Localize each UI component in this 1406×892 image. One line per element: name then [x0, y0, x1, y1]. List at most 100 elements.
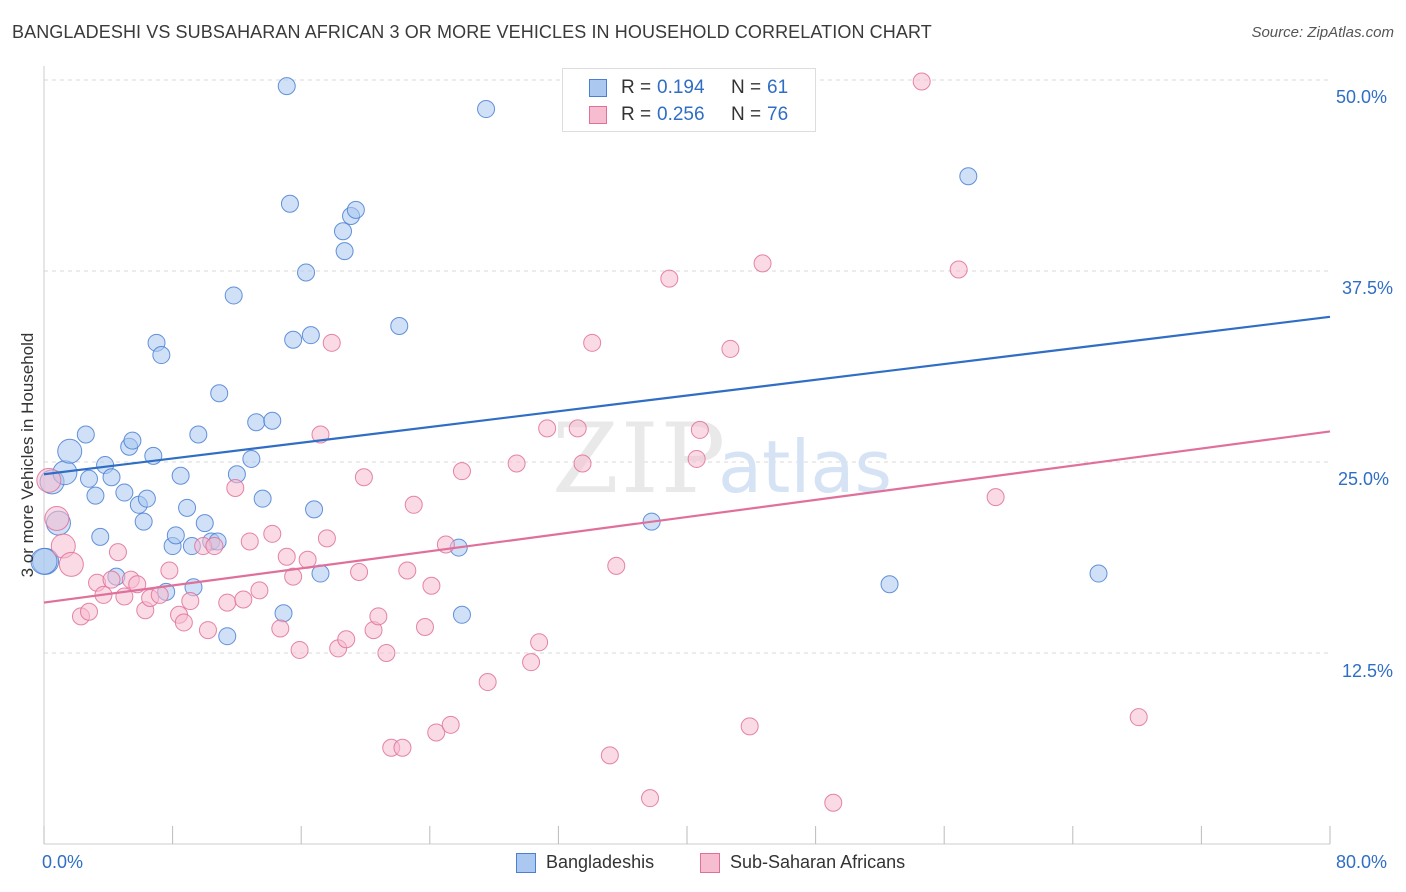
legend-swatch-bangladeshis: [516, 853, 536, 873]
bangladeshi-point: [178, 498, 197, 517]
correlation-stats-box: R = 0.194 N = 61 R = 0.256 N = 76: [562, 68, 816, 132]
subsaharan-point: [607, 556, 626, 575]
bangladeshi-point: [57, 438, 83, 464]
bangladeshi-point: [301, 326, 320, 345]
subsaharan-point: [422, 576, 441, 595]
bangladeshi-point: [247, 413, 266, 432]
legend-swatch-subsaharan: [700, 853, 720, 873]
subsaharan-point: [824, 793, 843, 812]
bangladeshi-point: [242, 449, 261, 468]
subsaharan-point: [205, 537, 224, 556]
bangladeshi-point: [152, 346, 171, 365]
bangladeshi-point: [297, 263, 316, 282]
watermark: ZIP atlas: [552, 403, 892, 515]
bangladeshi-point: [253, 489, 272, 508]
bangladeshi-point: [277, 77, 296, 96]
bangladeshi-point: [115, 483, 134, 502]
subsaharan-point: [350, 563, 369, 582]
r-label: R =: [621, 104, 652, 125]
bangladeshi-point: [477, 100, 496, 119]
bangladeshi-point: [335, 242, 354, 261]
bangladeshi-point: [30, 547, 58, 575]
y-tick-label-25: 25.0%: [1338, 469, 1390, 489]
subsaharan-trendline: [43, 430, 1331, 604]
subsaharan-point: [337, 630, 356, 649]
bangladeshi-point: [880, 575, 899, 594]
subsaharan-point: [58, 551, 84, 577]
bangladeshi-point: [959, 167, 978, 186]
r-label: R =: [621, 77, 652, 98]
subsaharan-point: [226, 478, 245, 497]
x-tick-label-max: 80.0%: [1336, 852, 1388, 872]
subsaharan-point: [740, 717, 759, 736]
bangladeshi-point: [166, 526, 185, 545]
subsaharan-point: [538, 419, 557, 438]
subsaharan-point: [568, 419, 587, 438]
bangladeshi-point: [189, 425, 208, 444]
subsaharan-point: [641, 789, 660, 808]
subsaharan-point: [317, 529, 336, 548]
subsaharan-point: [427, 723, 446, 742]
subsaharan-point: [377, 644, 396, 662]
bangladeshi-point: [134, 512, 153, 531]
subsaharan-point: [1129, 708, 1148, 727]
y-axis-label: 3 or more Vehicles in Household: [18, 332, 37, 578]
bangladeshi-point: [284, 330, 303, 349]
bangladeshi-swatch: [589, 79, 607, 97]
bangladeshi-point: [76, 425, 95, 444]
subsaharan-point: [102, 570, 121, 589]
bangladeshi-point: [280, 194, 299, 213]
subsaharan-point: [912, 72, 931, 91]
chart-title: BANGLADESHI VS SUBSAHARAN AFRICAN 3 OR M…: [12, 22, 932, 42]
axis-layer: [43, 66, 1331, 845]
bangladeshi-point: [102, 468, 121, 487]
subsaharan-point: [160, 561, 179, 580]
subsaharan-point: [522, 653, 541, 672]
subsaharan-point: [600, 746, 619, 765]
subsaharan-point: [174, 613, 193, 632]
subsaharan-point: [128, 575, 147, 594]
bangladeshi-point: [86, 486, 105, 505]
bangladeshi-point: [171, 466, 190, 485]
subsaharan-point: [311, 425, 330, 444]
n-value: 76: [767, 104, 789, 125]
bangladeshi-point: [274, 604, 293, 623]
bangladeshi-point: [91, 527, 110, 546]
y-tick-label-12-5: 12.5%: [1342, 661, 1394, 681]
bangladeshi-point: [80, 469, 99, 488]
chart-source: Source: ZipAtlas.com: [1251, 24, 1394, 41]
subsaharan-point: [721, 339, 740, 358]
bangladeshi-point: [218, 627, 237, 646]
bangladeshi-trendline: [43, 315, 1331, 476]
bangladeshi-point: [224, 286, 243, 305]
subsaharan-point: [240, 532, 259, 551]
subsaharan-point: [277, 547, 296, 566]
subsaharan-point: [218, 593, 237, 612]
subsaharan-point: [573, 454, 592, 473]
subsaharan-point: [949, 260, 968, 279]
bangladeshi-point: [210, 384, 229, 403]
bangladeshi-point: [263, 411, 282, 430]
subsaharan-point: [181, 592, 200, 611]
subsaharan-point: [660, 269, 679, 288]
legend-label: Sub-Saharan Africans: [730, 852, 906, 872]
bangladeshi-point: [195, 514, 214, 533]
n-label: N =: [731, 104, 762, 125]
subsaharan-point: [250, 581, 269, 600]
bangladeshi-point: [305, 500, 324, 519]
subsaharan-point: [290, 640, 309, 659]
subsaharan-point: [404, 495, 423, 514]
subsaharan-point: [583, 333, 602, 352]
r-value: 0.256: [657, 104, 705, 125]
subsaharan-point: [80, 602, 99, 621]
subsaharan-point: [108, 543, 127, 562]
trend-layer: [43, 315, 1331, 604]
bangladeshi-point: [346, 200, 365, 219]
r-value: 0.194: [657, 77, 705, 98]
subsaharan-point: [271, 619, 290, 638]
bangladeshi-point: [452, 605, 471, 624]
bangladeshi-point: [1089, 564, 1108, 583]
legend-label: Bangladeshis: [546, 852, 655, 872]
grid-layer: [44, 79, 1330, 654]
